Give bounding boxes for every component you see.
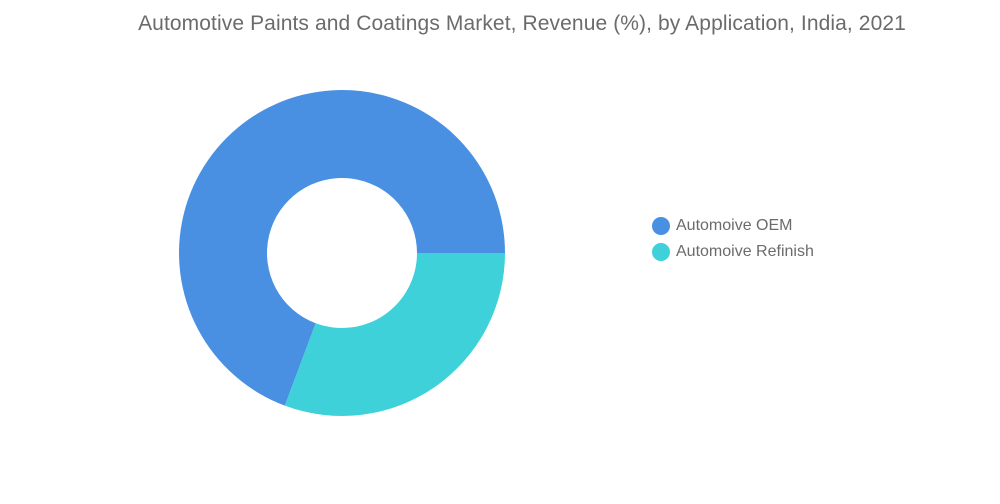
- legend-swatch-circle-icon: [652, 217, 670, 235]
- chart-title: Automotive Paints and Coatings Market, R…: [138, 12, 906, 35]
- donut-slice-automoive-refinish[interactable]: [284, 253, 505, 416]
- legend-label: Automoive OEM: [676, 217, 793, 234]
- legend-item-automotive-refinish[interactable]: Automoive Refinish: [652, 239, 814, 265]
- chart-legend: Automoive OEM Automoive Refinish: [652, 213, 814, 265]
- legend-swatch-circle-icon: [652, 243, 670, 261]
- legend-item-automotive-oem[interactable]: Automoive OEM: [652, 213, 814, 239]
- donut-slice-automoive-oem[interactable]: [179, 89, 506, 406]
- legend-label: Automoive Refinish: [676, 243, 814, 260]
